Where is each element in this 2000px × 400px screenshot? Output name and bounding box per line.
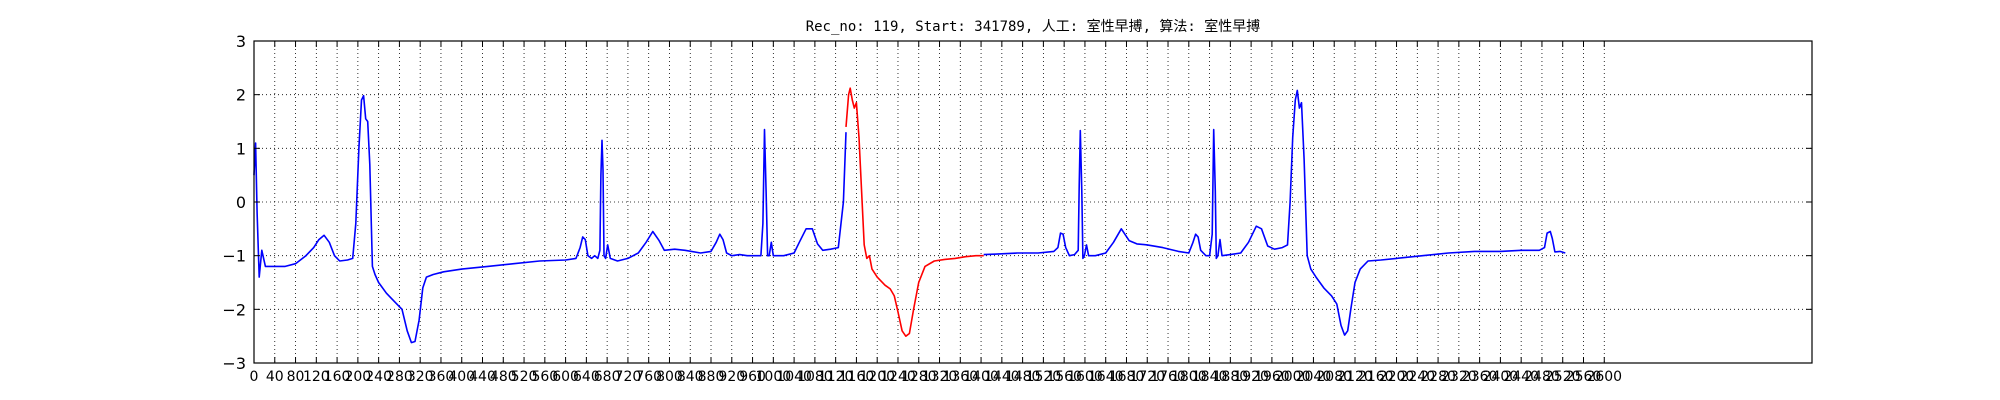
y-tick-label: 2 bbox=[236, 86, 246, 105]
x-tick-label: 800 bbox=[656, 369, 683, 385]
x-tick-label: 1160 bbox=[839, 369, 875, 385]
x-tick-label: 880 bbox=[698, 369, 725, 385]
chart-title: Rec_no: 119, Start: 341789, 人工: 室性早搏, 算法… bbox=[806, 18, 1261, 35]
x-tick-label: 1320 bbox=[922, 369, 958, 385]
y-tick-label: −1 bbox=[222, 247, 246, 266]
x-tick-label: 2360 bbox=[1462, 369, 1498, 385]
x-tick-label: 120 bbox=[303, 369, 330, 385]
x-tick-label: 520 bbox=[511, 369, 538, 385]
x-tick-label: 2560 bbox=[1566, 369, 1602, 385]
x-tick-label: 1640 bbox=[1088, 369, 1124, 385]
x-tick-label: 1040 bbox=[776, 369, 812, 385]
x-tick-label: 560 bbox=[531, 369, 558, 385]
x-tick-label: 1960 bbox=[1254, 369, 1290, 385]
ecg-trace-segment bbox=[845, 87, 984, 337]
x-tick-label: 2520 bbox=[1545, 369, 1581, 385]
y-tick-label: −2 bbox=[222, 300, 246, 319]
y-axis: −3 −2 −1 0 1 2 3 bbox=[222, 32, 1812, 373]
x-tick-label: 1560 bbox=[1046, 369, 1082, 385]
x-tick-label: 0 bbox=[250, 369, 259, 385]
x-tick-label: 200 bbox=[344, 369, 371, 385]
x-tick-label: 2040 bbox=[1296, 369, 1332, 385]
x-tick-label: 80 bbox=[287, 369, 305, 385]
x-tick-label: 400 bbox=[448, 369, 475, 385]
x-tick-label: 240 bbox=[365, 369, 392, 385]
x-tick-label: 2240 bbox=[1399, 369, 1435, 385]
x-tick-label: 2000 bbox=[1275, 369, 1311, 385]
x-tick-label: 1680 bbox=[1109, 369, 1145, 385]
x-tick-label: 1720 bbox=[1129, 369, 1165, 385]
x-tick-label: 2160 bbox=[1358, 369, 1394, 385]
x-tick-label: 1000 bbox=[756, 369, 792, 385]
grid bbox=[253, 40, 1812, 364]
x-tick-label: 1880 bbox=[1213, 369, 1249, 385]
x-tick-label: 440 bbox=[469, 369, 496, 385]
x-tick-label: 1840 bbox=[1192, 369, 1228, 385]
x-tick-label: 2120 bbox=[1337, 369, 1373, 385]
x-tick-label: 360 bbox=[428, 369, 455, 385]
x-tick-label: 1400 bbox=[963, 369, 999, 385]
series-layer bbox=[253, 87, 1566, 344]
x-tick-label: 840 bbox=[677, 369, 704, 385]
x-tick-label: 920 bbox=[718, 369, 745, 385]
x-axis: 0 40 8012016020024028032036040044048052056… bbox=[250, 41, 1622, 385]
x-tick-label: 960 bbox=[739, 369, 766, 385]
x-tick-label: 480 bbox=[490, 369, 517, 385]
x-tick-label: 2400 bbox=[1483, 369, 1519, 385]
x-tick-label: 2480 bbox=[1524, 369, 1560, 385]
x-tick-label: 1120 bbox=[818, 369, 854, 385]
x-tick-label: 600 bbox=[552, 369, 579, 385]
x-tick-label: 160 bbox=[324, 369, 351, 385]
x-tick-label: 2320 bbox=[1441, 369, 1477, 385]
x-tick-label: 2440 bbox=[1503, 369, 1539, 385]
x-tick-label: 1360 bbox=[942, 369, 978, 385]
x-tick-label: 1240 bbox=[880, 369, 916, 385]
x-tick-label: 680 bbox=[594, 369, 621, 385]
x-tick-label: 1600 bbox=[1067, 369, 1103, 385]
x-tick-label: 1920 bbox=[1233, 369, 1269, 385]
y-tick-label: 3 bbox=[236, 32, 246, 51]
y-tick-label: 1 bbox=[236, 139, 246, 158]
x-tick-label: 1480 bbox=[1005, 369, 1041, 385]
y-tick-label: 0 bbox=[236, 193, 246, 212]
y-tick-label: −3 bbox=[222, 354, 246, 373]
x-tick-label: 320 bbox=[407, 369, 434, 385]
x-tick-label: 1520 bbox=[1026, 369, 1062, 385]
x-tick-label: 280 bbox=[386, 369, 413, 385]
ecg-trace-segment bbox=[253, 94, 847, 344]
x-tick-label: 1200 bbox=[859, 369, 895, 385]
x-tick-label: 40 bbox=[266, 369, 284, 385]
x-tick-label: 1280 bbox=[901, 369, 937, 385]
x-tick-label: 760 bbox=[635, 369, 662, 385]
x-tick-label: 640 bbox=[573, 369, 600, 385]
x-tick-label: 2600 bbox=[1586, 369, 1622, 385]
x-tick-label: 1080 bbox=[797, 369, 833, 385]
x-tick-label: 1760 bbox=[1150, 369, 1186, 385]
x-tick-label: 2080 bbox=[1316, 369, 1352, 385]
x-tick-label: 2280 bbox=[1420, 369, 1456, 385]
x-tick-label: 720 bbox=[615, 369, 642, 385]
x-tick-label: 1440 bbox=[984, 369, 1020, 385]
x-tick-label: 1800 bbox=[1171, 369, 1207, 385]
x-tick-label: 2200 bbox=[1379, 369, 1415, 385]
ecg-trace-segment bbox=[983, 89, 1566, 336]
